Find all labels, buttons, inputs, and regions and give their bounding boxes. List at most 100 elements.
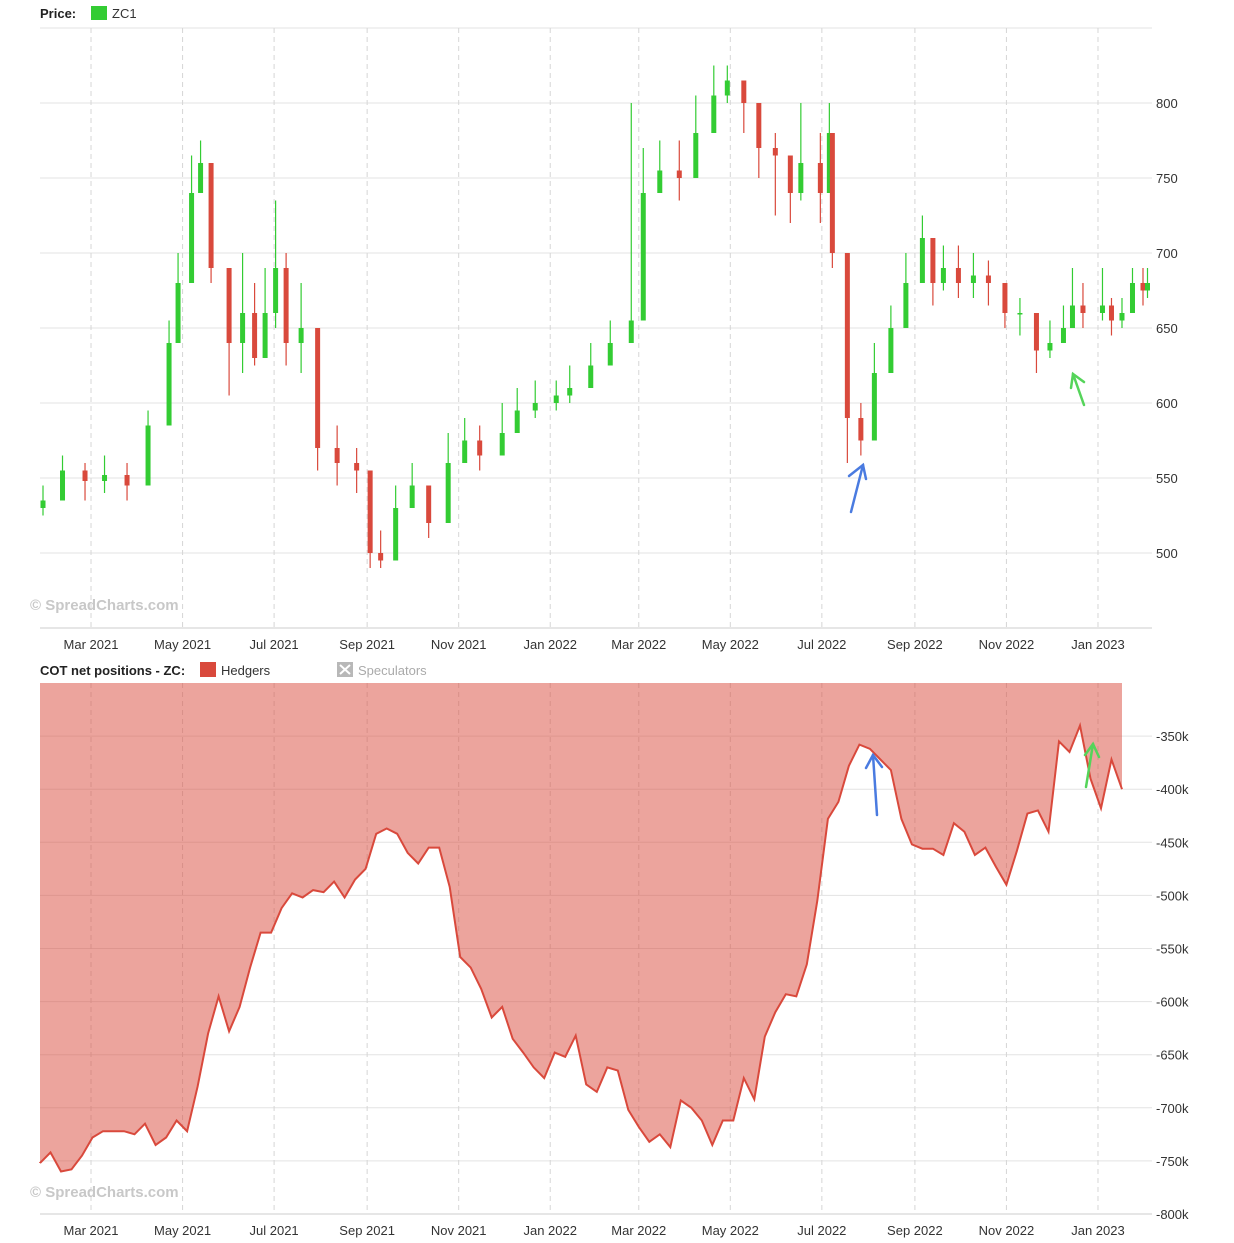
price-x-tick-label: Jan 2023 xyxy=(1071,637,1125,652)
price-grid xyxy=(40,27,1152,629)
price-candle xyxy=(871,343,877,441)
price-y-tick-label: 500 xyxy=(1156,546,1178,561)
hedgers-area-fill xyxy=(40,683,1122,1172)
price-candle xyxy=(409,463,415,508)
speculators-legend-label[interactable]: Speculators xyxy=(358,663,427,678)
price-candle xyxy=(693,95,699,178)
price-candle xyxy=(60,455,66,501)
zc1-legend-swatch[interactable] xyxy=(91,6,107,20)
green-arrow-cot-annotation xyxy=(1083,741,1101,789)
cot-y-tick-label: -500k xyxy=(1156,888,1189,903)
price-candle xyxy=(1108,298,1114,336)
price-candle xyxy=(787,155,793,223)
cot-x-tick-label: Nov 2021 xyxy=(431,1223,487,1238)
price-x-tick-label: Jul 2021 xyxy=(250,637,299,652)
price-candle xyxy=(273,200,279,328)
price-candle xyxy=(175,253,181,343)
price-candle xyxy=(1144,268,1150,298)
price-candle xyxy=(1069,268,1075,328)
price-candle xyxy=(226,268,232,396)
price-candle xyxy=(499,403,505,456)
price-candle xyxy=(82,463,88,501)
price-y-tick-label: 800 xyxy=(1156,96,1178,111)
cot-y-tick-label: -750k xyxy=(1156,1154,1189,1169)
price-candle xyxy=(1129,268,1135,313)
price-candle xyxy=(888,305,894,373)
hedgers-legend-label[interactable]: Hedgers xyxy=(221,663,271,678)
cot-x-tick-label: Jan 2022 xyxy=(523,1223,577,1238)
cot-x-tick-label: Mar 2021 xyxy=(64,1223,119,1238)
cot-y-tick-label: -450k xyxy=(1156,835,1189,850)
price-candle xyxy=(588,343,594,388)
price-candle xyxy=(955,245,961,298)
price-candle xyxy=(367,470,373,568)
cot-x-tick-label: Sep 2021 xyxy=(339,1223,395,1238)
price-candle xyxy=(378,530,384,568)
price-y-tick-label: 700 xyxy=(1156,246,1178,261)
hedgers-legend-swatch[interactable] xyxy=(200,662,216,677)
price-candle xyxy=(1047,320,1053,358)
price-candle xyxy=(607,320,613,366)
price-candle xyxy=(724,65,730,103)
price-candle xyxy=(393,485,399,561)
price-candle xyxy=(477,425,483,471)
price-candle xyxy=(567,365,573,403)
cot-x-tick-label: Nov 2022 xyxy=(979,1223,1035,1238)
price-x-axis: Mar 2021 May 2021 Jul 2021 Sep 2021 Nov 2021… xyxy=(64,637,1125,652)
price-candle xyxy=(657,140,663,193)
price-candle xyxy=(298,283,304,373)
price-x-tick-label: May 2022 xyxy=(702,637,759,652)
price-candle xyxy=(1099,268,1105,321)
cot-x-tick-label: Jan 2023 xyxy=(1071,1223,1125,1238)
price-candle xyxy=(903,253,909,328)
price-candle xyxy=(741,80,747,133)
hedgers-series-line xyxy=(39,721,1123,1173)
cot-y-tick-label: -600k xyxy=(1156,995,1189,1010)
price-candle xyxy=(628,103,634,343)
cot-y-tick-label: -800k xyxy=(1156,1207,1189,1222)
cot-y-tick-label: -350k xyxy=(1156,729,1189,744)
price-candle xyxy=(756,103,762,178)
zc1-legend-label[interactable]: ZC1 xyxy=(112,6,137,21)
cot-x-tick-label: Mar 2022 xyxy=(611,1223,666,1238)
cot-watermark: © SpreadCharts.com xyxy=(30,1184,179,1201)
price-candle xyxy=(826,103,832,193)
cot-panel-label: COT net positions - ZC: xyxy=(40,663,185,678)
price-candle xyxy=(640,148,646,321)
price-candle xyxy=(189,155,195,283)
price-candle xyxy=(1060,305,1066,343)
price-x-tick-label: May 2021 xyxy=(154,637,211,652)
price-candle xyxy=(198,140,204,193)
price-candle xyxy=(930,238,936,306)
price-y-axis: 500 550 600 650 700 750 800 xyxy=(1156,96,1178,561)
cot-x-tick-label: Jul 2021 xyxy=(250,1223,299,1238)
price-candle xyxy=(462,418,468,463)
cot-y-tick-label: -400k xyxy=(1156,782,1189,797)
price-candle xyxy=(817,133,823,223)
cot-x-tick-label: Sep 2022 xyxy=(887,1223,943,1238)
price-candle xyxy=(1002,283,1008,328)
price-candle xyxy=(334,425,340,486)
price-candle xyxy=(208,163,214,283)
blue-arrow-price-annotation xyxy=(847,462,868,514)
price-candle xyxy=(514,388,520,433)
price-candle xyxy=(124,463,130,501)
price-x-tick-label: Jan 2022 xyxy=(523,637,577,652)
speculators-legend-swatch[interactable] xyxy=(337,662,353,677)
cot-x-tick-label: Jul 2022 xyxy=(797,1223,846,1238)
price-candle xyxy=(532,380,538,418)
price-candle xyxy=(1033,313,1039,373)
price-candle xyxy=(166,320,172,426)
price-candle xyxy=(445,433,451,523)
price-candle xyxy=(970,253,976,298)
price-watermark: © SpreadCharts.com xyxy=(30,597,179,614)
price-y-tick-label: 650 xyxy=(1156,321,1178,336)
blue-arrow-cot-annotation xyxy=(864,752,884,817)
price-candle xyxy=(315,328,321,471)
price-candle xyxy=(1017,298,1023,336)
price-candle xyxy=(985,260,991,306)
price-x-tick-label: Nov 2021 xyxy=(431,637,487,652)
price-x-tick-label: Mar 2021 xyxy=(64,637,119,652)
cot-y-tick-label: -700k xyxy=(1156,1101,1189,1116)
price-panel-label: Price: xyxy=(40,6,76,21)
